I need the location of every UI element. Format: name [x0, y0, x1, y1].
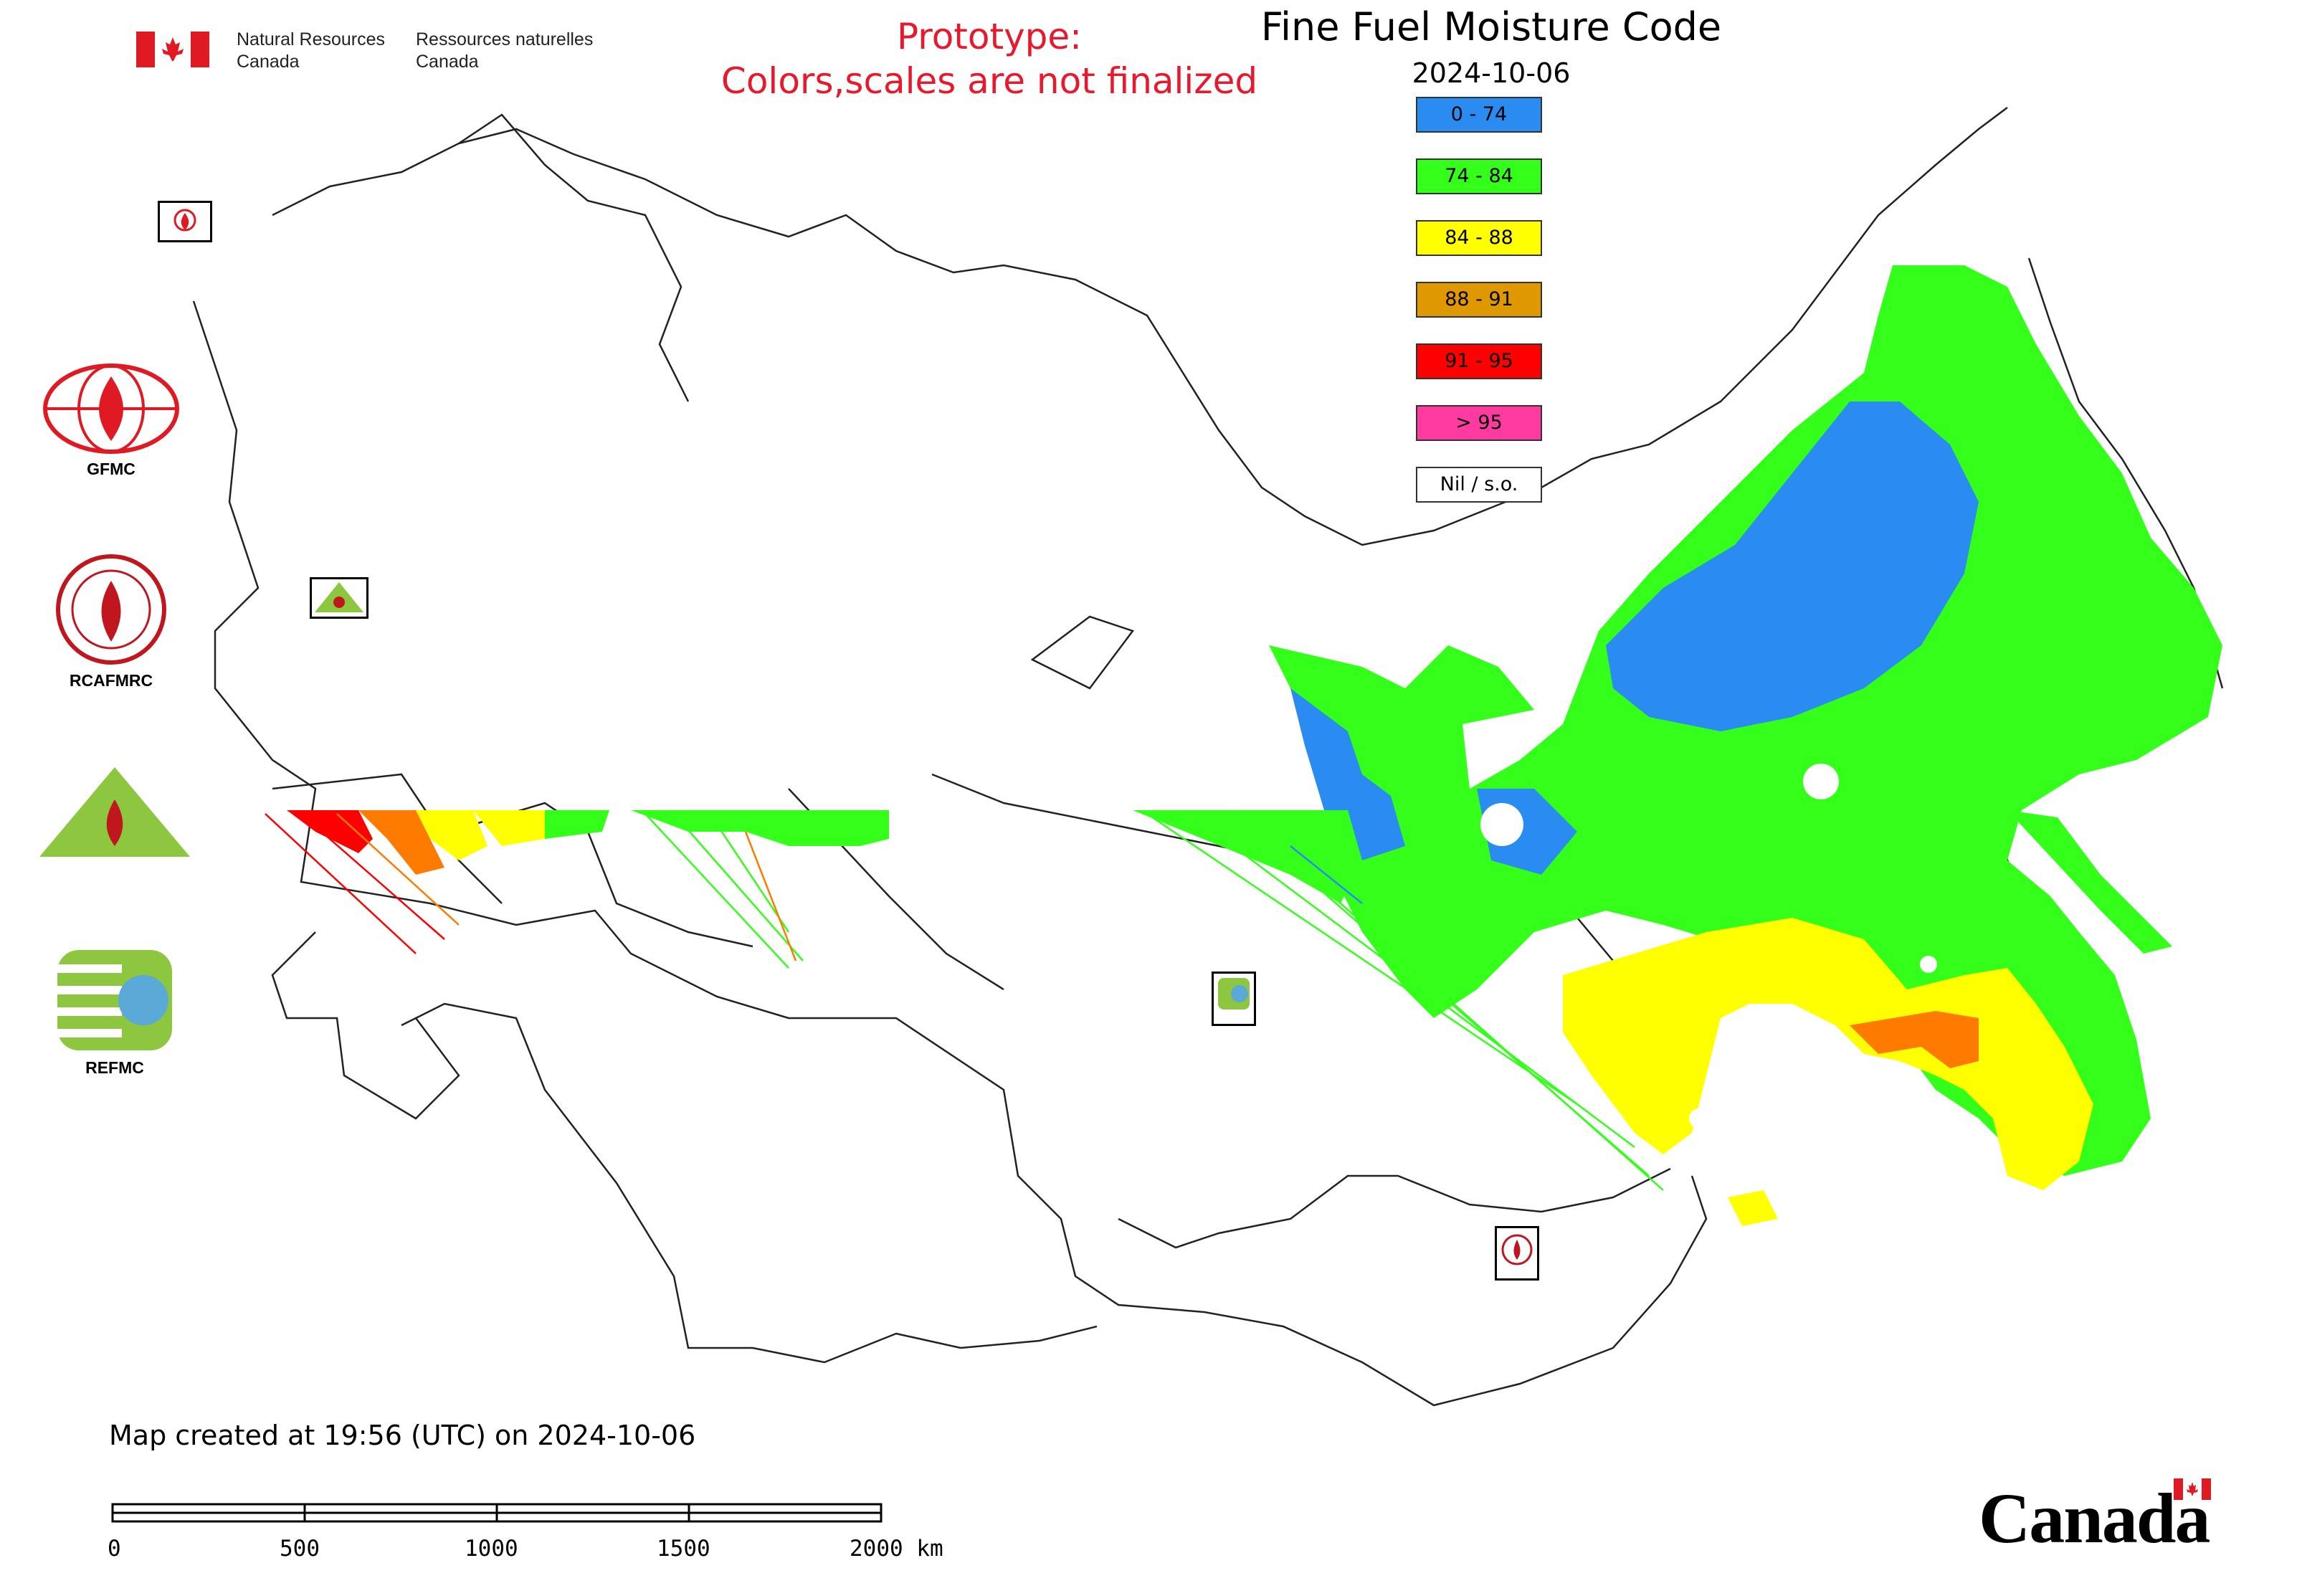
nrcan-signature: Natural Resources Canada Ressources natu…: [136, 29, 609, 79]
reefmc-map-marker: [310, 577, 368, 619]
scale-bar-graphic: [111, 1503, 883, 1523]
legend-item-91-95: 91 - 95: [1416, 343, 1542, 379]
refmc-logo: REFMC: [50, 946, 179, 1078]
legend-item-0-74: 0 - 74: [1416, 97, 1542, 133]
rcafmrc-map-marker: [1495, 1226, 1539, 1281]
rcafmrc-logo: RCAFMRC: [50, 552, 172, 690]
prototype-notice-line2: Colors,scales are not finalized: [720, 60, 1258, 102]
gfmc-globe-icon: [43, 364, 179, 454]
rcafmrc-mini-icon: [1501, 1234, 1533, 1265]
gfmc-label: GFMC: [87, 460, 135, 478]
canada-wordmark: Canada: [1979, 1477, 2222, 1563]
canada-wordmark-text: Canada: [1979, 1478, 2210, 1558]
department-name-french: Ressources naturelles Canada: [416, 29, 594, 72]
canada-flag-icon: [136, 32, 209, 67]
rcafmrc-seal-icon: [56, 554, 166, 665]
scale-label-2000km: 2000 km: [850, 1536, 943, 1562]
fuel-moisture-raster: [287, 265, 2222, 1226]
department-name-english: Natural Resources Canada: [237, 29, 386, 72]
reprojection-streaks: [265, 812, 1664, 1191]
prototype-notice-line1: Prototype:: [896, 16, 1083, 57]
legend: 0 - 74 74 - 84 84 - 88 88 - 91 91 - 95 >…: [1416, 97, 1545, 513]
legend-item-nil: Nil / s.o.: [1416, 467, 1542, 503]
refmc-sigma-icon: [57, 950, 172, 1050]
gfmc-map-marker: [158, 201, 212, 242]
gfmc-mini-icon: [173, 209, 196, 232]
wordmark-flag-icon: [2174, 1478, 2211, 1500]
refmc-mini-icon: [1218, 978, 1250, 1010]
legend-item-gt-95: > 95: [1416, 405, 1542, 441]
scale-label-1500: 1500: [657, 1536, 710, 1562]
gfmc-logo: GFMC: [39, 362, 183, 479]
prototype-notice: Prototype: Colors,scales are not finaliz…: [631, 14, 1348, 103]
reefmc-triangle-icon: [39, 767, 190, 857]
reefmc-mini-icon: [315, 582, 363, 612]
map-date: 2024-10-06: [1412, 57, 1571, 89]
scale-bar: 0 500 1000 1500 2000 km: [108, 1498, 968, 1577]
scale-label-1000: 1000: [465, 1536, 518, 1562]
rcafmrc-label: RCAFMRC: [69, 671, 153, 690]
map-creation-timestamp: Map created at 19:56 (UTC) on 2024-10-06: [109, 1420, 696, 1451]
refmc-map-marker: [1212, 972, 1256, 1026]
refmc-label: REFMC: [85, 1058, 144, 1077]
legend-item-84-88: 84 - 88: [1416, 220, 1542, 256]
scale-label-0: 0: [108, 1536, 121, 1562]
scale-label-500: 500: [280, 1536, 320, 1562]
legend-item-88-91: 88 - 91: [1416, 282, 1542, 318]
map-title: Fine Fuel Moisture Code: [1260, 4, 1722, 49]
country-borders: [192, 107, 2224, 1407]
legend-item-74-84: 74 - 84: [1416, 158, 1542, 194]
reefmc-logo: [36, 764, 194, 875]
